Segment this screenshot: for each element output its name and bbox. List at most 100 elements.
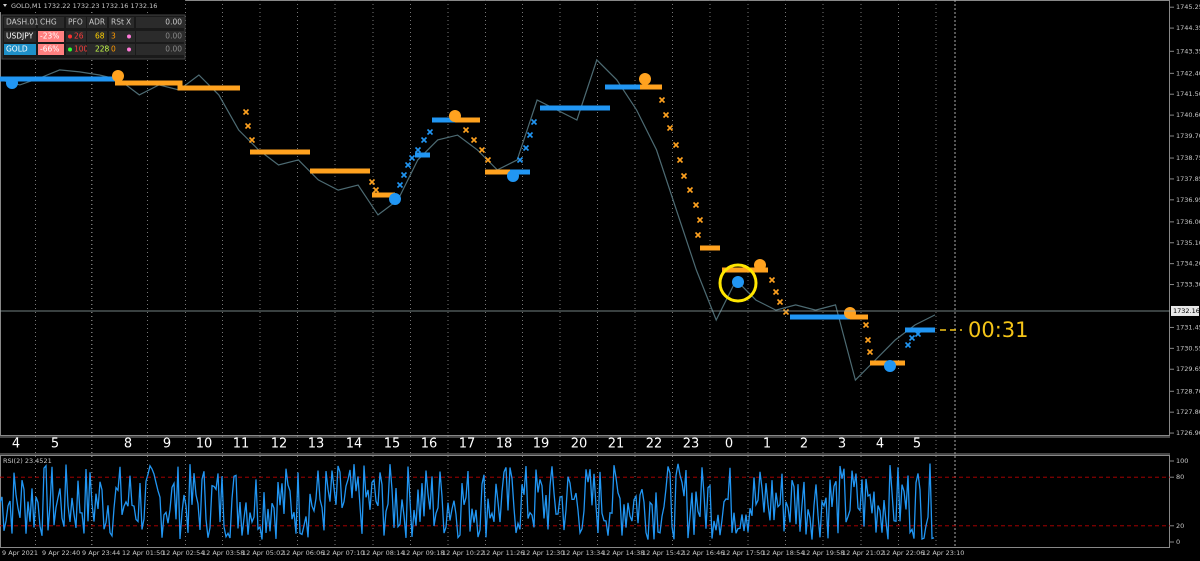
cross [662, 111, 670, 119]
cross [516, 156, 524, 164]
time-label: 12 Apr 09:18 [402, 549, 444, 557]
price-label: 1731.45 [1176, 323, 1200, 331]
price-label: 1729.65 [1176, 365, 1200, 373]
price-layer [0, 58, 936, 382]
cross [484, 156, 492, 164]
cross [672, 141, 680, 149]
time-label: 12 Apr 14:38 [602, 549, 644, 557]
dashboard: GOLD,M1 1732.22 1732.23 1732.16 1732.16 … [0, 0, 186, 60]
signal-dot [754, 259, 766, 271]
time-label: 12 Apr 16:46 [682, 549, 724, 557]
time-label: 12 Apr 10:22 [442, 549, 484, 557]
price-label: 1727.80 [1176, 408, 1200, 416]
dash-cell [38, 31, 64, 42]
hour-label: 23 [683, 437, 700, 452]
price-label: 1735.10 [1176, 239, 1200, 247]
time-label: 12 Apr 02:54 [162, 549, 204, 557]
cross [692, 201, 700, 209]
dash-cell [109, 31, 135, 42]
dash-value: -23% [40, 32, 59, 41]
cross [658, 96, 666, 104]
rsi-label: 80 [1176, 473, 1184, 481]
cross-markers [242, 96, 922, 356]
dash-header: PFO [68, 18, 83, 27]
time-label: 12 Apr 19:58 [802, 549, 844, 557]
dash-cell [87, 44, 107, 55]
rsi-label: 0 [1176, 538, 1180, 546]
dash-value: 68 [95, 32, 105, 41]
hour-label: 16 [421, 437, 438, 452]
signal-dot [112, 70, 124, 82]
cross [862, 321, 870, 329]
price-label: 1733.30 [1176, 281, 1200, 289]
cross [368, 178, 376, 186]
dash-header[interactable]: X [126, 18, 131, 27]
time-label: 12 Apr 23:10 [922, 549, 964, 557]
price-label: 1739.70 [1176, 132, 1200, 140]
dash-cells: DASH.01 CHG PFO ADR RStr X 0.00 USDJPY -23% 26 68 3… [4, 17, 184, 55]
status-dot [127, 47, 131, 52]
cross [404, 161, 412, 169]
dash-header-cell [87, 17, 107, 28]
price-label: 1736.00 [1176, 218, 1200, 226]
dash-value: 3 [111, 32, 116, 41]
price-label: 1734.20 [1176, 260, 1200, 268]
cross [772, 288, 780, 296]
time-label: 12 Apr 17:50 [722, 549, 764, 557]
dash-cell [136, 44, 184, 55]
highlight-ring [718, 263, 758, 303]
dash-cell [87, 31, 107, 42]
hour-label: 4 [876, 437, 884, 452]
dash-header: 0.00 [165, 18, 182, 27]
symbol-info: GOLD,M1 1732.22 1732.23 1732.16 1732.16 [11, 2, 157, 10]
hour-label: 21 [608, 437, 625, 452]
dash-header-cell [124, 17, 134, 28]
time-label: 12 Apr 12:30 [522, 549, 564, 557]
header-bar [0, 0, 185, 12]
signal-dot [639, 73, 651, 85]
cross [420, 136, 428, 144]
step-orange [115, 80, 240, 91]
cross [914, 330, 922, 338]
cross [242, 108, 250, 116]
price-label: 1740.60 [1176, 111, 1200, 119]
hour-label: 10 [196, 437, 213, 452]
time-label: 12 Apr 01:50 [122, 549, 164, 557]
price-label: 1744.35 [1176, 24, 1200, 32]
hour-label: 14 [346, 437, 363, 452]
cross [696, 216, 704, 224]
cross [396, 181, 404, 189]
hour-label: 12 [271, 437, 288, 452]
dash-header-cell [38, 17, 64, 28]
hour-label: 11 [233, 437, 250, 452]
hour-label: 3 [838, 437, 846, 452]
price-label: 1745.25 [1176, 3, 1200, 11]
cross [470, 136, 478, 144]
time-label: 9 Apr 22:40 [42, 549, 80, 557]
time-label: 12 Apr 03:58 [202, 549, 244, 557]
step-indicator [0, 70, 935, 372]
cross [244, 122, 252, 130]
price-line [0, 58, 936, 382]
hour-label: 4 [12, 437, 20, 452]
price-label: 1726.90 [1176, 429, 1200, 437]
dash-header-cell [66, 17, 86, 28]
time-label: 12 Apr 22:06 [882, 549, 924, 557]
dash-cell [66, 44, 86, 55]
cross [904, 341, 912, 349]
hour-label: 5 [913, 437, 921, 452]
hour-label: 20 [571, 437, 588, 452]
dash-value: GOLD [6, 45, 28, 54]
cross [414, 146, 422, 154]
dash-value: 2288 [95, 45, 114, 54]
cross [866, 348, 874, 356]
time-label: 12 Apr 11:26 [482, 549, 524, 557]
hour-label: 0 [725, 437, 733, 452]
dash-value: -66% [40, 45, 59, 54]
dash-cell [4, 44, 36, 55]
cross [426, 128, 434, 136]
cross [530, 118, 538, 126]
cross [522, 144, 530, 152]
current-price-box [1171, 305, 1199, 316]
